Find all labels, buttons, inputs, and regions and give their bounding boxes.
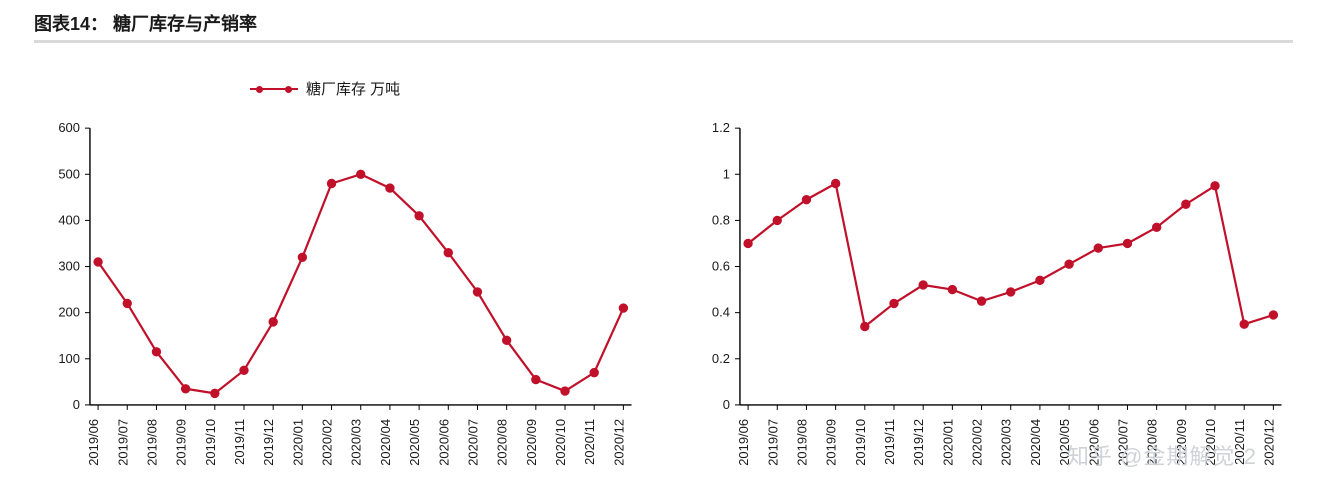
svg-text:2020/04: 2020/04: [1027, 419, 1042, 466]
svg-text:0.6: 0.6: [711, 259, 729, 274]
ratio-line-chart: 0 0.2 0.4 0.6 0.8 1 1.2 2019/06 2019/07 2019/08 20…: [684, 118, 1294, 483]
svg-text:0.2: 0.2: [711, 351, 729, 366]
svg-text:2020/03: 2020/03: [998, 419, 1013, 466]
charts-row: 0 100 200 300 400 500 600 2019/06 2019/07 2019/08…: [34, 118, 1293, 483]
svg-text:2019/11: 2019/11: [881, 419, 896, 465]
svg-text:2020/05: 2020/05: [1057, 419, 1072, 466]
svg-text:2020/06: 2020/06: [1086, 419, 1101, 466]
legend-label: 糖厂库存 万吨: [306, 78, 400, 99]
svg-text:0: 0: [722, 397, 729, 412]
svg-text:1.2: 1.2: [711, 120, 729, 135]
svg-text:2020/10: 2020/10: [553, 419, 568, 466]
svg-text:2020/04: 2020/04: [378, 419, 393, 466]
svg-text:100: 100: [58, 351, 80, 366]
svg-text:2019/09: 2019/09: [823, 419, 838, 466]
svg-text:2020/08: 2020/08: [495, 419, 510, 466]
svg-text:2020/12: 2020/12: [611, 419, 626, 466]
svg-text:2020/02: 2020/02: [969, 419, 984, 466]
svg-text:2020/05: 2020/05: [407, 419, 422, 466]
title-underline: [34, 40, 1293, 43]
svg-text:2019/08: 2019/08: [794, 419, 809, 466]
svg-text:0.8: 0.8: [711, 212, 729, 227]
svg-text:500: 500: [58, 166, 80, 181]
svg-text:2019/12: 2019/12: [911, 419, 926, 466]
svg-text:2020/01: 2020/01: [290, 419, 305, 466]
svg-text:0.4: 0.4: [711, 305, 729, 320]
svg-text:2019/11: 2019/11: [232, 419, 247, 465]
legend-line-icon: [250, 88, 298, 90]
svg-text:2020/10: 2020/10: [1203, 419, 1218, 466]
svg-text:2019/10: 2019/10: [203, 419, 218, 466]
svg-text:1: 1: [722, 166, 729, 181]
svg-text:600: 600: [58, 120, 80, 135]
svg-text:400: 400: [58, 212, 80, 227]
legend: 糖厂库存 万吨: [250, 78, 400, 99]
svg-text:2020/07: 2020/07: [1115, 419, 1130, 466]
svg-text:2019/07: 2019/07: [765, 419, 780, 466]
svg-text:2020/06: 2020/06: [436, 419, 451, 466]
figure-container: 图表14： 糖厂库存与产销率 糖厂库存 万吨 0 100 200 300 400 500 6…: [0, 0, 1327, 501]
inventory-line-chart: 0 100 200 300 400 500 600 2019/06 2019/07 2019/08…: [34, 118, 644, 483]
svg-text:200: 200: [58, 305, 80, 320]
svg-text:2020/11: 2020/11: [582, 419, 597, 465]
svg-text:2020/12: 2020/12: [1261, 419, 1276, 466]
svg-text:2019/06: 2019/06: [736, 419, 751, 466]
svg-text:2020/11: 2020/11: [1232, 419, 1247, 465]
svg-text:2020/03: 2020/03: [349, 419, 364, 466]
svg-text:2019/08: 2019/08: [144, 419, 159, 466]
svg-text:2019/07: 2019/07: [115, 419, 130, 466]
svg-text:2019/09: 2019/09: [174, 419, 189, 466]
svg-text:0: 0: [73, 397, 80, 412]
svg-text:2020/09: 2020/09: [1173, 419, 1188, 466]
svg-text:2020/01: 2020/01: [940, 419, 955, 466]
chart-svg-right: 0 0.2 0.4 0.6 0.8 1 1.2 2019/06 2019/07 2019/08 20…: [684, 118, 1294, 483]
chart-svg-left: 0 100 200 300 400 500 600 2019/06 2019/07 2019/08…: [34, 118, 644, 483]
svg-text:2020/07: 2020/07: [465, 419, 480, 466]
svg-text:2019/06: 2019/06: [86, 419, 101, 466]
svg-text:2020/08: 2020/08: [1144, 419, 1159, 466]
svg-text:2020/09: 2020/09: [524, 419, 539, 466]
svg-text:2019/12: 2019/12: [261, 419, 276, 466]
figure-title: 图表14： 糖厂库存与产销率: [34, 10, 257, 36]
svg-text:2020/02: 2020/02: [320, 419, 335, 466]
svg-text:2019/10: 2019/10: [852, 419, 867, 466]
svg-text:300: 300: [58, 259, 80, 274]
